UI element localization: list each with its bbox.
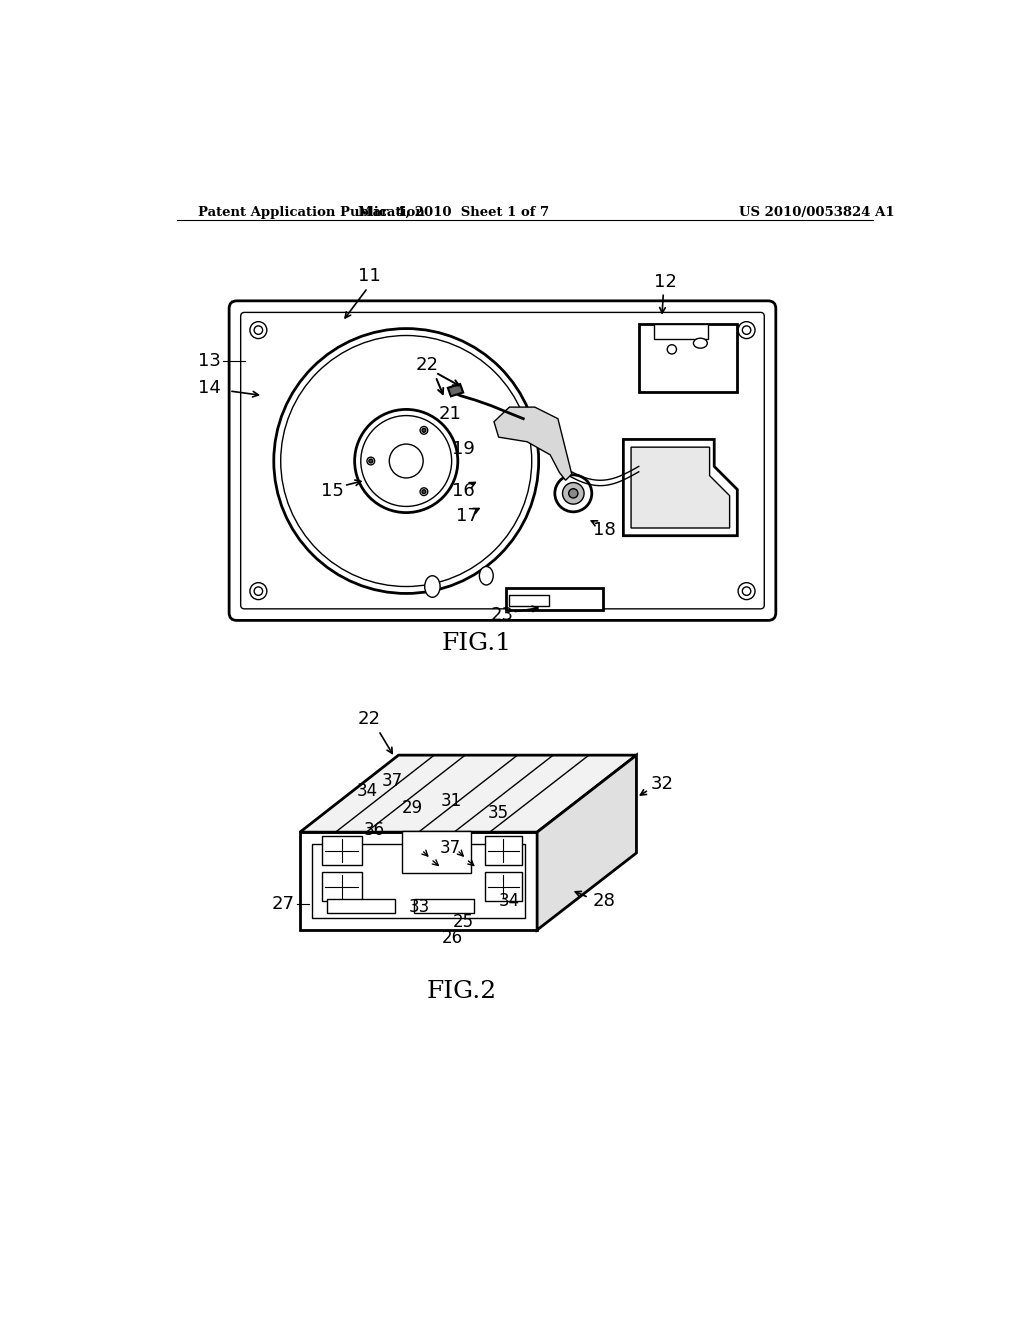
Text: 12: 12 <box>654 273 677 290</box>
Text: 22: 22 <box>416 356 438 374</box>
Polygon shape <box>538 755 637 929</box>
Circle shape <box>738 322 755 339</box>
Text: US 2010/0053824 A1: US 2010/0053824 A1 <box>739 206 895 219</box>
Text: Mar. 4, 2010  Sheet 1 of 7: Mar. 4, 2010 Sheet 1 of 7 <box>358 206 550 219</box>
Circle shape <box>420 426 428 434</box>
Text: 32: 32 <box>650 775 674 792</box>
Text: 25: 25 <box>453 913 474 931</box>
Bar <box>484 836 521 866</box>
Polygon shape <box>312 845 524 917</box>
Text: 31: 31 <box>440 792 462 810</box>
Text: 18: 18 <box>593 520 615 539</box>
Circle shape <box>420 488 428 495</box>
Text: 35: 35 <box>488 804 509 822</box>
Circle shape <box>555 475 592 512</box>
Text: 27: 27 <box>271 895 295 912</box>
Text: FIG.2: FIG.2 <box>427 979 497 1003</box>
Circle shape <box>254 326 262 334</box>
Text: 37: 37 <box>382 772 402 789</box>
Circle shape <box>422 429 426 432</box>
Text: 14: 14 <box>198 379 220 397</box>
Circle shape <box>422 490 426 494</box>
Bar <box>414 899 474 913</box>
Circle shape <box>369 459 373 463</box>
Bar <box>401 830 471 873</box>
Text: 23: 23 <box>490 606 514 624</box>
Text: 13: 13 <box>198 352 220 370</box>
Text: 15: 15 <box>321 482 344 500</box>
Polygon shape <box>300 755 637 832</box>
Circle shape <box>389 444 423 478</box>
Bar <box>327 899 394 913</box>
Text: 17: 17 <box>456 507 478 524</box>
Text: 34: 34 <box>357 783 378 800</box>
Text: 26: 26 <box>442 929 463 946</box>
Circle shape <box>254 587 262 595</box>
Bar <box>654 323 708 339</box>
Text: Patent Application Publication: Patent Application Publication <box>199 206 425 219</box>
Text: FIG.1: FIG.1 <box>442 632 512 655</box>
Circle shape <box>354 409 458 512</box>
Circle shape <box>738 582 755 599</box>
Circle shape <box>360 416 452 507</box>
Bar <box>484 873 521 902</box>
Circle shape <box>742 587 751 595</box>
Ellipse shape <box>425 576 440 597</box>
FancyBboxPatch shape <box>229 301 776 620</box>
Ellipse shape <box>479 566 494 585</box>
FancyBboxPatch shape <box>639 323 737 392</box>
Polygon shape <box>631 447 730 528</box>
Text: 28: 28 <box>593 892 615 909</box>
Text: 34: 34 <box>499 892 520 911</box>
FancyBboxPatch shape <box>241 313 764 609</box>
Circle shape <box>562 483 584 504</box>
Circle shape <box>367 457 375 465</box>
Polygon shape <box>624 440 737 536</box>
Text: 21: 21 <box>438 405 462 422</box>
Bar <box>509 595 550 606</box>
Text: 19: 19 <box>453 441 475 458</box>
Text: 37: 37 <box>439 838 461 857</box>
Circle shape <box>250 582 267 599</box>
Circle shape <box>742 326 751 334</box>
Bar <box>322 836 361 866</box>
Bar <box>322 873 361 902</box>
Bar <box>506 589 602 610</box>
Text: 29: 29 <box>401 799 423 817</box>
Polygon shape <box>447 384 463 396</box>
Text: 11: 11 <box>357 267 381 285</box>
Text: 33: 33 <box>409 898 430 916</box>
Polygon shape <box>300 832 538 929</box>
Ellipse shape <box>693 338 708 348</box>
Text: 22: 22 <box>357 710 381 727</box>
Polygon shape <box>494 407 571 480</box>
Circle shape <box>568 488 578 498</box>
Circle shape <box>281 335 531 586</box>
Text: 16: 16 <box>452 482 474 500</box>
Circle shape <box>250 322 267 339</box>
Circle shape <box>668 345 677 354</box>
Circle shape <box>273 329 539 594</box>
Text: 36: 36 <box>365 821 385 838</box>
